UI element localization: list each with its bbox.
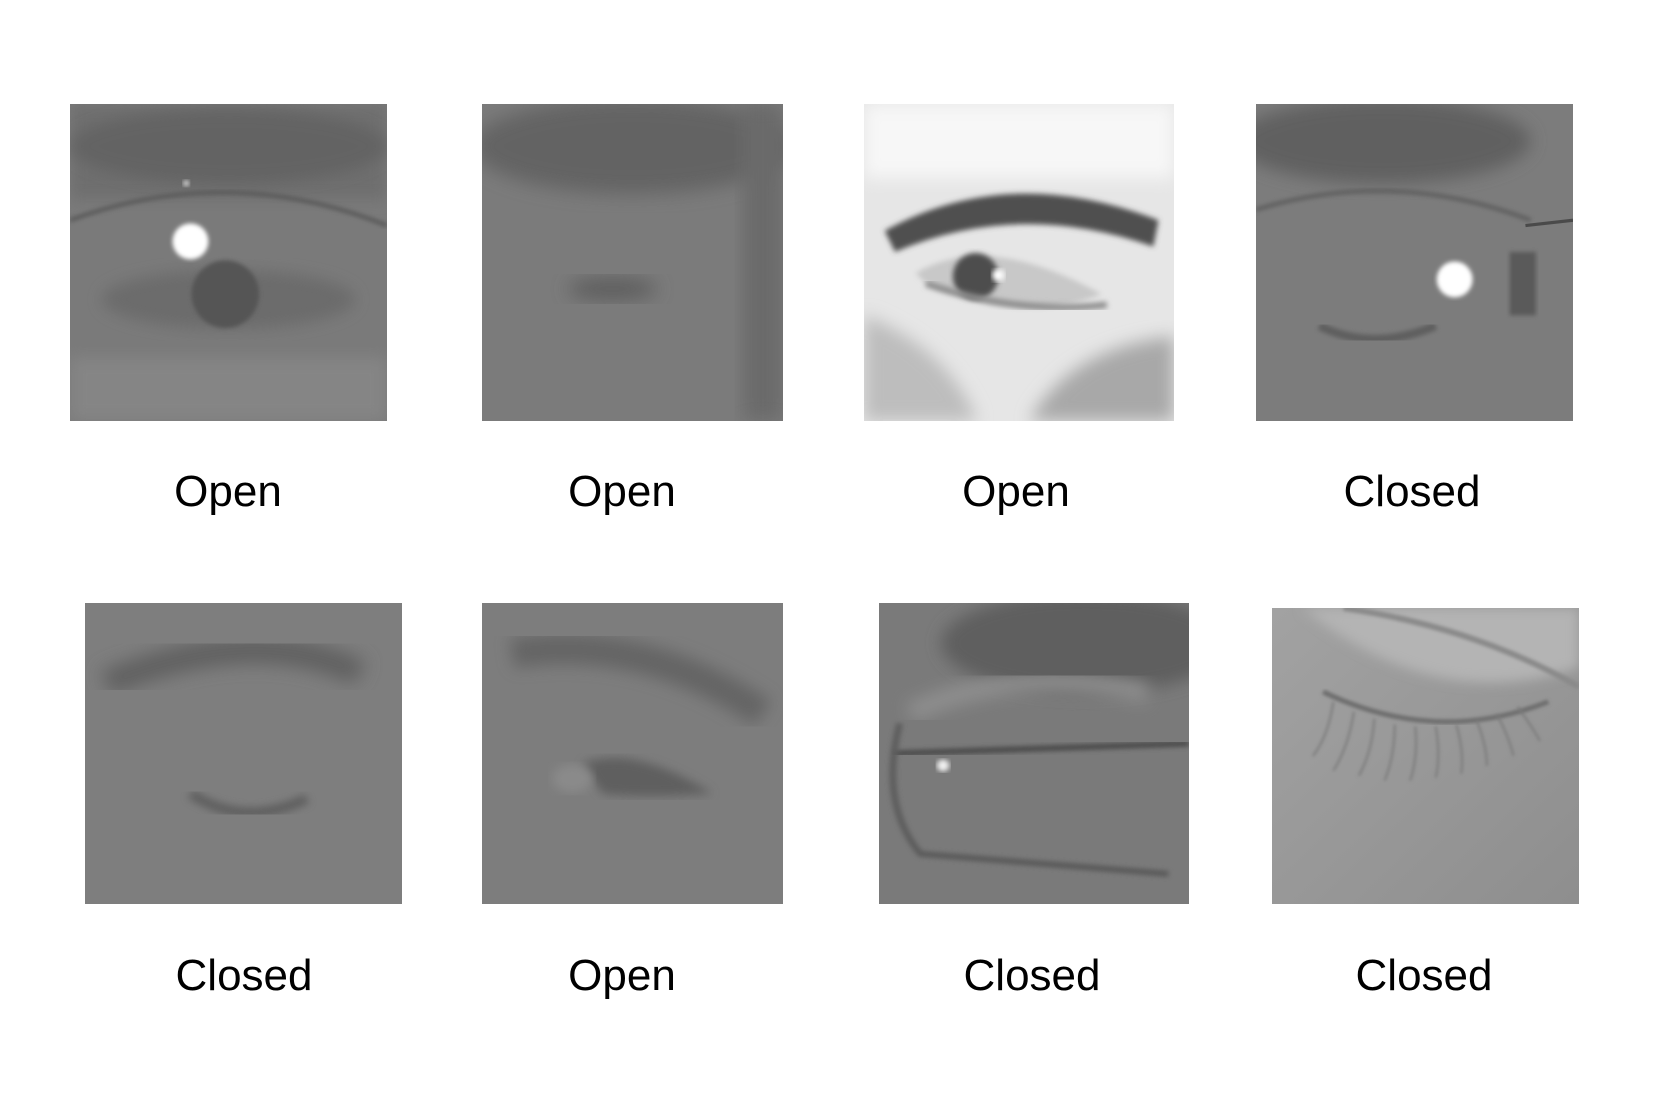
sample-label-7: Closed — [963, 951, 1101, 1000]
sample-label-2: Open — [568, 467, 676, 516]
sample-image-1 — [70, 104, 387, 421]
sample-image-6 — [482, 603, 783, 904]
closed-eye-icon — [85, 603, 402, 904]
sample-image-2 — [482, 104, 783, 421]
sample-image-5 — [85, 603, 402, 904]
narrow-eye-icon — [482, 104, 783, 421]
closed-eye-glasses-frame-icon — [879, 603, 1189, 904]
eye-with-glasses-glare-icon — [70, 104, 387, 421]
sample-label-6: Open — [568, 951, 676, 1000]
closed-eye-with-glasses-glare-icon — [1256, 104, 1573, 421]
closed-eye-lashes-icon — [1272, 608, 1579, 904]
sample-label-1: Open — [174, 467, 282, 516]
sample-image-4 — [1256, 104, 1573, 421]
sample-label-4: Closed — [1343, 467, 1481, 516]
bright-open-eye-icon — [864, 104, 1174, 421]
sample-label-8: Closed — [1355, 951, 1493, 1000]
sample-label-5: Closed — [175, 951, 313, 1000]
sample-image-8 — [1272, 608, 1579, 904]
sample-label-3: Open — [962, 467, 1070, 516]
squinting-eye-icon — [482, 603, 783, 904]
sample-image-7 — [879, 603, 1189, 904]
sample-image-3 — [864, 104, 1174, 421]
